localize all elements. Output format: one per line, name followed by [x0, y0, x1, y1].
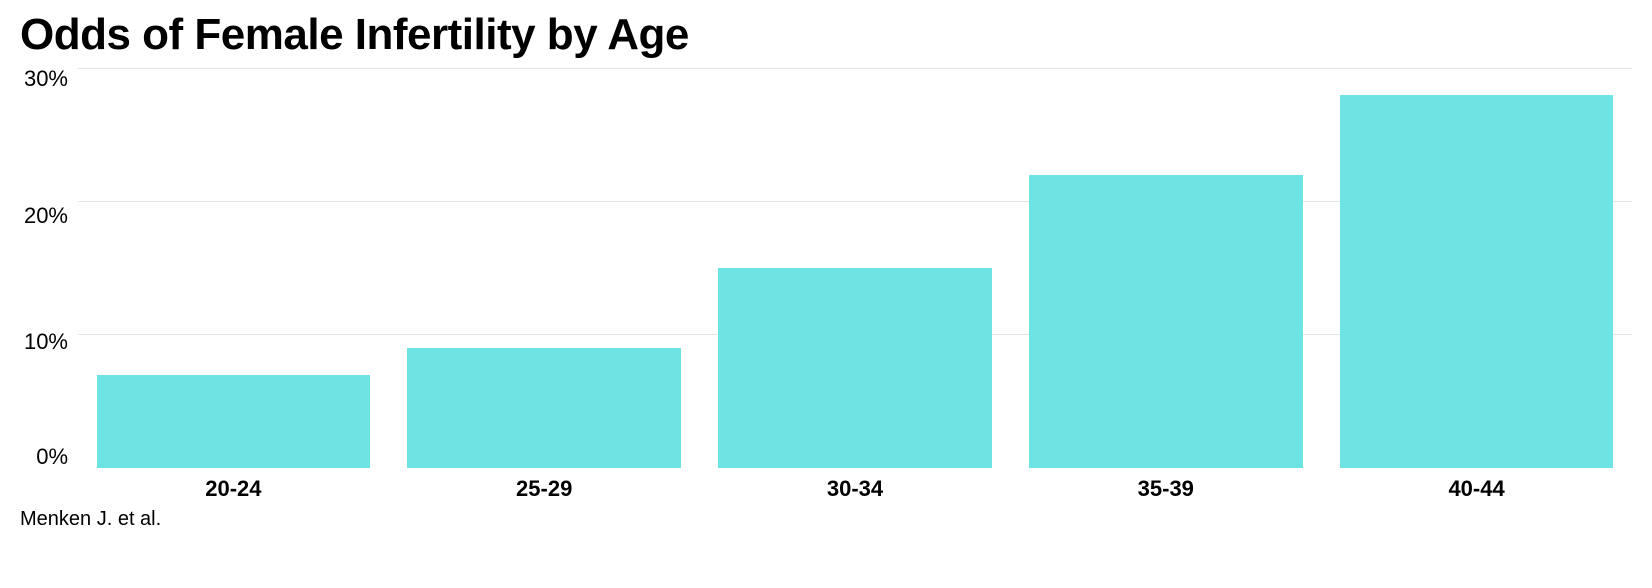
x-tick-label: 30-34 [700, 468, 1011, 502]
bar [1340, 95, 1614, 468]
y-tick-label: 30% [24, 68, 68, 90]
x-axis-labels: 20-2425-2930-3435-3940-44 [78, 468, 1632, 502]
y-tick-label: 20% [24, 205, 68, 227]
chart-row: 30% 20% 10% 0% [20, 68, 1632, 468]
bar [1029, 175, 1303, 468]
x-axis: 20-2425-2930-3435-3940-44 [20, 468, 1632, 502]
bar-cell [389, 68, 700, 468]
bar [97, 375, 371, 468]
chart-title: Odds of Female Infertility by Age [20, 10, 1632, 60]
bar-cell [78, 68, 389, 468]
x-tick-label: 20-24 [78, 468, 389, 502]
plot-wrap [78, 68, 1632, 468]
bar-cell [1010, 68, 1321, 468]
x-tick-label: 40-44 [1321, 468, 1632, 502]
y-tick-label: 0% [36, 446, 68, 468]
x-tick-label: 25-29 [389, 468, 700, 502]
bar-cell [700, 68, 1011, 468]
chart-source: Menken J. et al. [20, 508, 1632, 531]
y-axis: 30% 20% 10% 0% [20, 68, 78, 468]
bar-cell [1321, 68, 1632, 468]
bar [718, 268, 992, 468]
bar [407, 348, 681, 468]
chart-container: Odds of Female Infertility by Age 30% 20%… [0, 0, 1652, 588]
x-axis-spacer [20, 468, 78, 502]
bars-group [78, 68, 1632, 468]
y-tick-label: 10% [24, 331, 68, 353]
plot-area [78, 68, 1632, 468]
x-tick-label: 35-39 [1010, 468, 1321, 502]
